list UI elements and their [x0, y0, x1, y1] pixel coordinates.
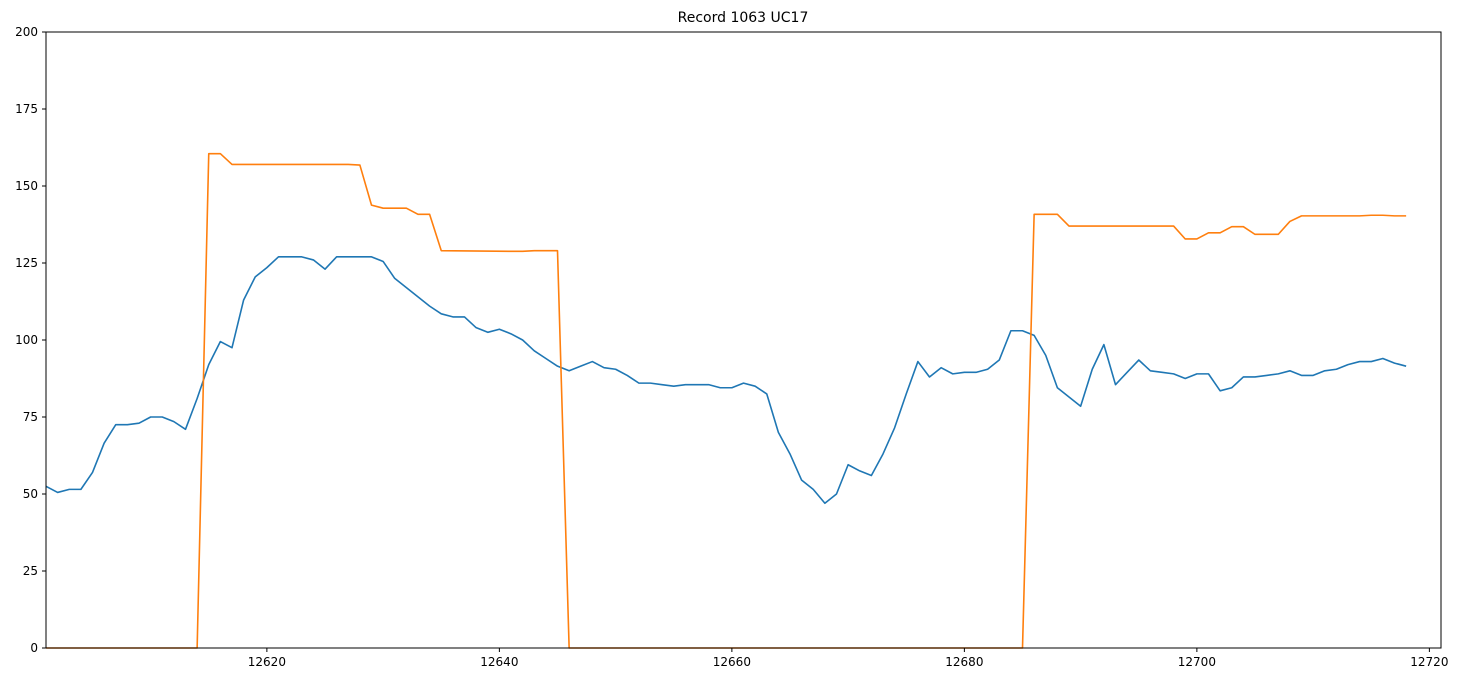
x-tick-label: 12700: [1178, 655, 1216, 669]
y-tick-label: 0: [30, 641, 38, 655]
x-tick-label: 12720: [1410, 655, 1448, 669]
y-tick-label: 25: [23, 564, 38, 578]
y-tick-label: 125: [15, 256, 38, 270]
y-tick-label: 100: [15, 333, 38, 347]
y-tick-label: 200: [15, 25, 38, 39]
x-tick-label: 12640: [480, 655, 518, 669]
series-line-1: [45, 256, 1407, 505]
y-tick-label: 75: [23, 410, 38, 424]
x-tick-label: 12620: [248, 655, 286, 669]
x-tick-label: 12660: [713, 655, 751, 669]
chart-title: Record 1063 UC17: [678, 10, 809, 26]
y-axis: 0 25 50 75 100 125 150 175 200: [15, 25, 46, 655]
y-tick-label: 50: [23, 487, 38, 501]
series-line-2: [46, 152, 1407, 649]
plot-frame: [45, 31, 1442, 649]
y-tick-label: 150: [15, 179, 38, 193]
x-tick-label: 12680: [945, 655, 983, 669]
series-layer: [45, 152, 1407, 649]
x-axis: 12620 12640 12660 12680 12700 12720: [248, 648, 1448, 669]
y-tick-label: 175: [15, 102, 38, 116]
